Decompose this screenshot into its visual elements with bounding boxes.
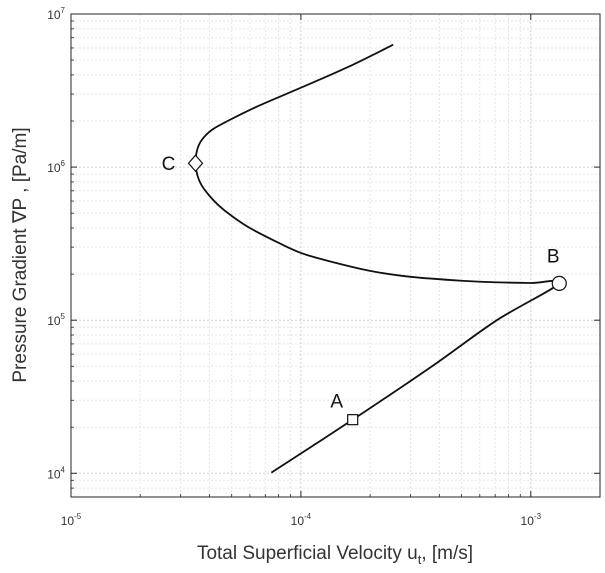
point-b-circle-marker (551, 275, 567, 291)
x-tick-label: 10-4 (291, 512, 312, 528)
y-tick-base: 10 (47, 8, 61, 22)
minor-grid (71, 14, 601, 498)
x-tick-exponent: -5 (74, 512, 82, 521)
x-axis-title: Total Superficial Velocity ut, [m/s] (197, 543, 473, 567)
x-tick-base: 10 (291, 514, 305, 528)
y-tick-exponent: 5 (61, 312, 66, 321)
point-label-b: B (547, 246, 560, 267)
axis-ticks (70, 13, 601, 498)
point-label-c: C (162, 154, 176, 175)
point-markers (187, 154, 567, 426)
x-tick-base: 10 (521, 514, 535, 528)
x-tick-exponent: -4 (304, 512, 312, 521)
x-tick-base: 10 (61, 514, 75, 528)
y-tick-label: 104 (47, 465, 65, 481)
y-axis-title: Pressure Gradient ∇P , [Pa/m] (10, 127, 31, 382)
y-tick-exponent: 4 (61, 465, 66, 474)
point-a-square-marker (347, 414, 359, 426)
point-c-diamond-marker (187, 154, 204, 173)
y-tick-base: 10 (47, 314, 61, 328)
y-tick-label: 105 (47, 312, 65, 328)
x-tick-labels: 10-5 10-4 10-3 (61, 512, 542, 528)
y-tick-exponent: 7 (61, 6, 66, 15)
x-tick-label: 10-5 (61, 512, 82, 528)
x-tick-exponent: -3 (534, 512, 542, 521)
plot-area-frame (70, 13, 601, 498)
y-tick-base: 10 (47, 467, 61, 481)
point-labels: A B C (162, 154, 560, 412)
x-tick-label: 10-3 (521, 512, 542, 528)
y-tick-label: 107 (47, 6, 65, 22)
point-label-a: A (330, 392, 343, 413)
y-tick-label: 106 (47, 159, 65, 175)
y-tick-base: 10 (47, 161, 61, 175)
y-tick-exponent: 6 (61, 159, 66, 168)
